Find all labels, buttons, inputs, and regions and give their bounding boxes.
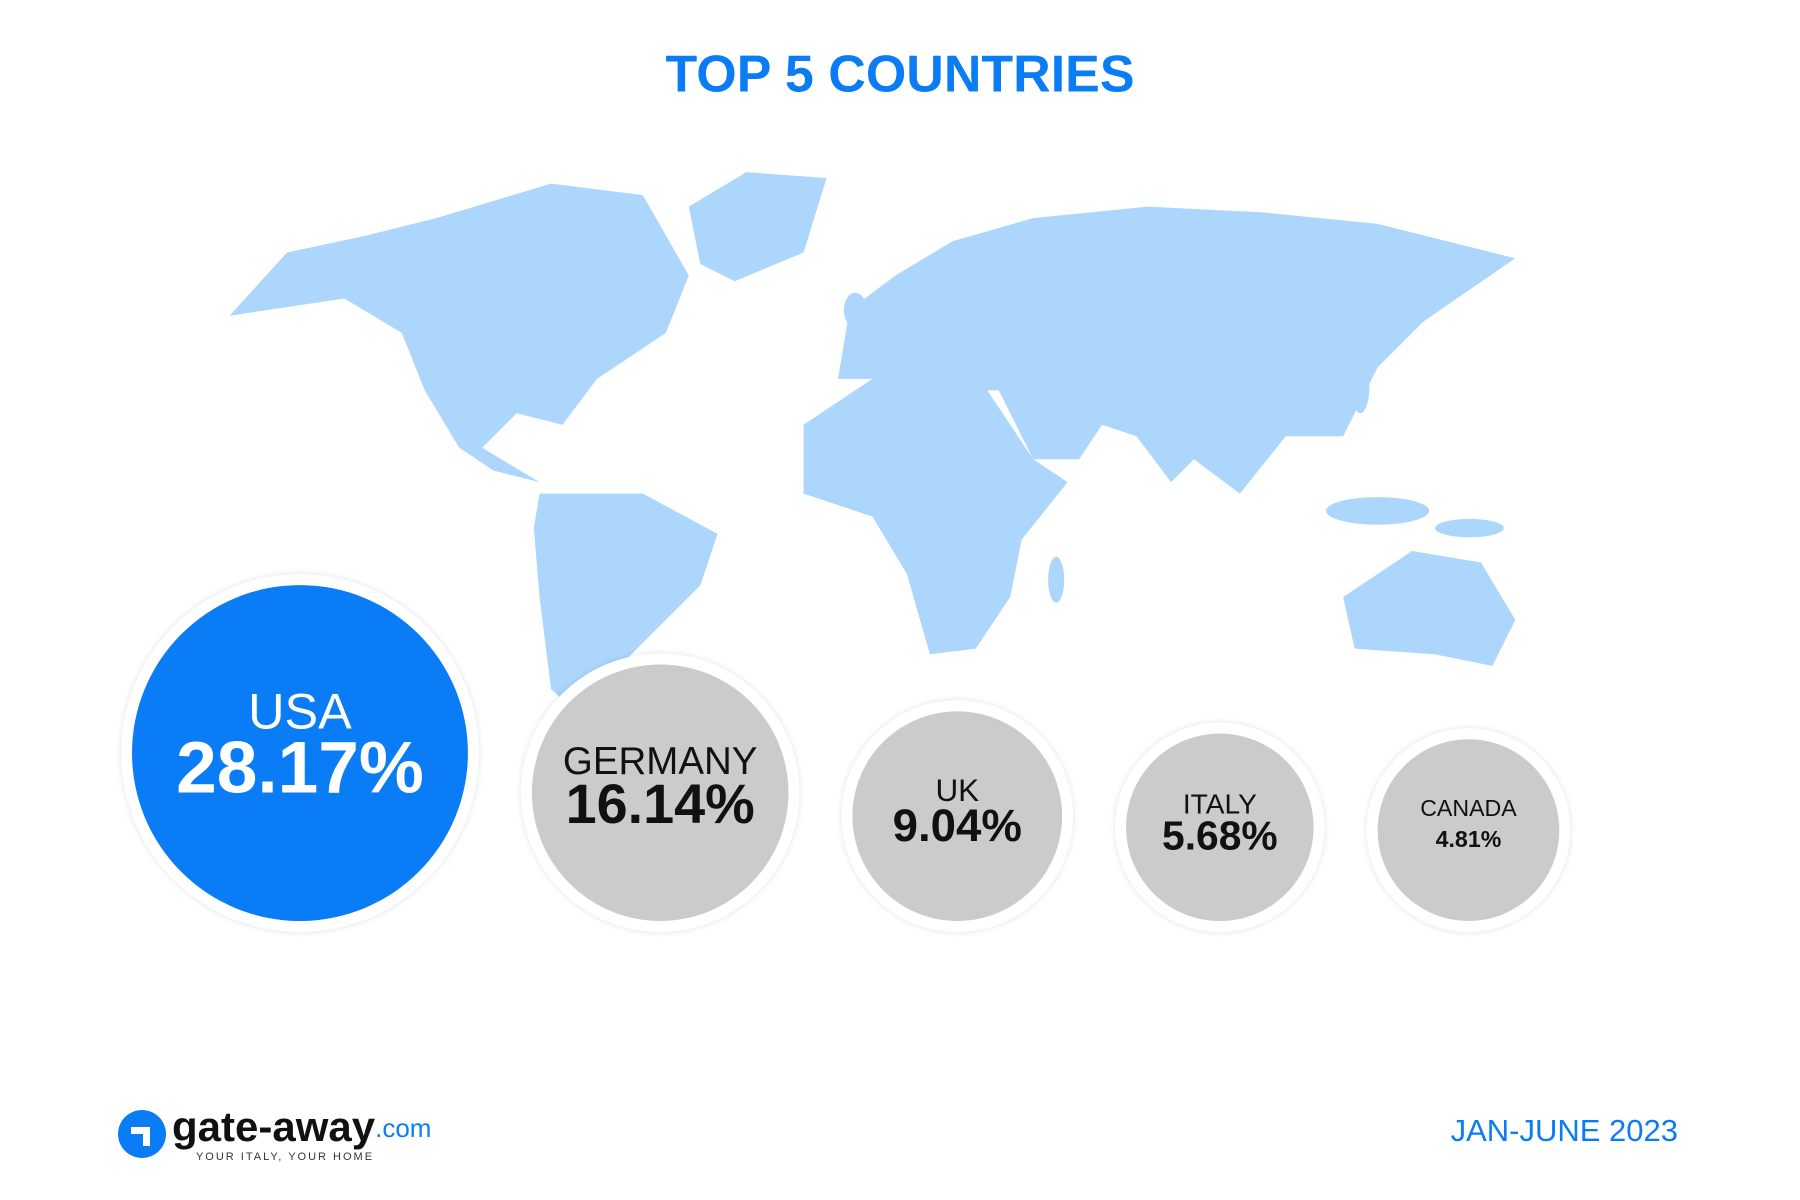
title: TOP 5 COUNTRIES [665,46,1134,104]
brand-tagline: YOUR ITALY, YOUR HOME [196,1151,374,1163]
value-label: 28.17% [176,727,424,808]
bubble [852,711,1063,922]
brand-domain: .com [375,1113,431,1143]
value-label: 4.81% [1436,826,1502,852]
country-label: CANADA [1420,795,1517,821]
value-label: 5.68% [1162,812,1278,858]
bubble [1126,733,1314,921]
logo-mark [131,1127,150,1146]
country-label: ITALY [1183,789,1257,820]
value-label: 9.04% [893,800,1022,851]
brand-line: gate-away.com [172,1103,431,1150]
bubble [1377,739,1560,921]
bubble [132,585,468,921]
value-label: 16.14% [566,772,755,835]
country-label: GERMANY [563,740,758,783]
country-label: UK [935,773,979,808]
country-label: USA [248,683,352,740]
bubble [531,664,789,921]
period: JAN-JUNE 2023 [1451,1113,1678,1148]
world-map [229,172,1516,712]
brand-name: gate-away [172,1103,376,1150]
